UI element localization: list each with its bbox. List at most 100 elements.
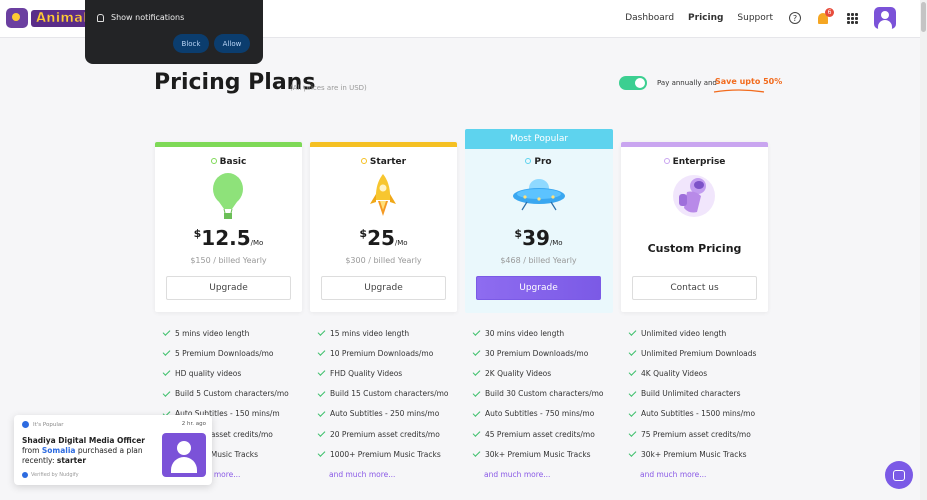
chat-icon bbox=[893, 469, 905, 481]
check-icon bbox=[628, 408, 637, 417]
list-item: Auto Subtitles - 250 mins/mo bbox=[310, 404, 457, 424]
page-title: Pricing Plans bbox=[154, 70, 316, 95]
notification-badge: 6 bbox=[825, 8, 834, 17]
list-item: 4K Quality Videos bbox=[621, 363, 768, 383]
nav-pricing[interactable]: Pricing bbox=[688, 13, 724, 23]
plan-color-bar bbox=[310, 142, 457, 147]
chat-button[interactable] bbox=[885, 461, 913, 489]
plan-color-bar bbox=[621, 142, 768, 147]
plan-price: $12.5/Mo bbox=[193, 226, 264, 250]
plan-dot-icon bbox=[663, 158, 670, 164]
upgrade-button-starter[interactable]: Upgrade bbox=[321, 276, 446, 300]
page-scrollbar[interactable] bbox=[920, 0, 927, 500]
save-underline-icon bbox=[713, 89, 765, 93]
check-icon bbox=[472, 388, 481, 397]
scroll-thumb[interactable] bbox=[921, 2, 926, 32]
plan-card-enterprise: Enterprise Custom Pricing Contact us bbox=[621, 142, 768, 312]
list-item: 30k+ Premium Music Tracks bbox=[621, 444, 768, 464]
bell-outline-icon bbox=[97, 13, 104, 22]
annual-billing-toggle[interactable] bbox=[619, 76, 647, 90]
list-item: 1000+ Premium Music Tracks bbox=[310, 444, 457, 464]
feature-list-pro: 30 mins video length 30 Premium Download… bbox=[465, 323, 612, 484]
proof-avatar bbox=[162, 433, 206, 477]
check-icon bbox=[628, 388, 637, 397]
check-icon bbox=[317, 388, 326, 397]
save-label: Save upto 50% bbox=[715, 77, 783, 86]
proof-message: Shadiya Digital Media Officer from Somal… bbox=[22, 436, 145, 465]
contact-us-button[interactable]: Contact us bbox=[632, 276, 757, 300]
check-icon bbox=[317, 429, 326, 437]
plan-name: Enterprise bbox=[672, 157, 726, 167]
verified-label: Verified by Nudgify bbox=[31, 472, 79, 478]
more-link[interactable]: and much more... bbox=[640, 469, 707, 479]
social-proof-popup[interactable]: It's Popular 2 hr. ago Shadiya Digital M… bbox=[14, 415, 212, 485]
check-icon bbox=[472, 408, 481, 417]
check-icon bbox=[317, 368, 326, 377]
plan-card-basic: Basic $12.5/Mo $150 / billed Yearly Upgr… bbox=[155, 142, 302, 312]
check-icon bbox=[628, 429, 637, 437]
list-item: 10 Premium Downloads/mo bbox=[310, 343, 457, 363]
ufo-icon bbox=[513, 179, 565, 211]
verified-icon bbox=[22, 472, 28, 478]
list-item: Auto Subtitles - 750 mins/mo bbox=[465, 404, 612, 424]
page-subtitle: (All prices are in USD) bbox=[290, 84, 367, 92]
list-item: Build Unlimited characters bbox=[621, 384, 768, 404]
list-item: 30k+ Premium Music Tracks bbox=[465, 444, 612, 464]
nav-support[interactable]: Support bbox=[737, 13, 773, 23]
list-item: FHD Quality Videos bbox=[310, 363, 457, 383]
list-item: 5 mins video length bbox=[155, 323, 302, 343]
feature-list-enterprise: Unlimited video length Unlimited Premium… bbox=[621, 323, 768, 484]
list-item: 30 mins video length bbox=[465, 323, 612, 343]
upgrade-button-pro[interactable]: Upgrade bbox=[476, 276, 601, 300]
list-item: 30 Premium Downloads/mo bbox=[465, 343, 612, 363]
check-icon bbox=[472, 429, 481, 437]
check-icon bbox=[162, 348, 171, 357]
plan-price: $25/Mo bbox=[359, 226, 408, 250]
plan-dot-icon bbox=[525, 158, 532, 164]
list-item: 2K Quality Videos bbox=[465, 363, 612, 383]
list-item: Unlimited Premium Downloads bbox=[621, 343, 768, 363]
user-avatar[interactable] bbox=[874, 7, 896, 29]
list-item: Auto Subtitles - 150 mins/m bbox=[155, 404, 302, 424]
more-link[interactable]: and much more... bbox=[329, 469, 396, 479]
upgrade-button-basic[interactable]: Upgrade bbox=[166, 276, 291, 300]
list-item: Auto Subtitles - 1500 mins/mo bbox=[621, 404, 768, 424]
help-icon[interactable]: ? bbox=[789, 12, 801, 24]
toggle-knob bbox=[635, 78, 645, 88]
check-icon bbox=[472, 449, 481, 458]
allow-button[interactable]: Allow bbox=[214, 34, 250, 53]
logo-mark-icon bbox=[6, 8, 28, 28]
check-icon bbox=[628, 348, 637, 357]
bell-icon bbox=[818, 13, 828, 24]
billed-yearly: $300 / billed Yearly bbox=[345, 256, 422, 265]
check-icon bbox=[628, 449, 637, 458]
block-button[interactable]: Block bbox=[173, 34, 209, 53]
list-item: Build 15 Custom characters/mo bbox=[310, 384, 457, 404]
check-icon bbox=[162, 368, 171, 377]
notifications-bell[interactable]: 6 bbox=[817, 8, 834, 25]
thumbs-up-icon bbox=[22, 421, 29, 428]
notification-prompt-label: Show notifications bbox=[111, 13, 185, 22]
rocket-icon bbox=[370, 174, 396, 216]
list-item: 45 Premium asset credits/mo bbox=[465, 424, 612, 444]
check-icon bbox=[472, 368, 481, 377]
list-item: HD quality videos bbox=[155, 363, 302, 383]
check-icon bbox=[317, 449, 326, 458]
plan-dot-icon bbox=[210, 158, 217, 164]
check-icon bbox=[472, 328, 481, 336]
billed-yearly: $468 / billed Yearly bbox=[500, 256, 577, 265]
plan-price: $39/Mo bbox=[514, 226, 563, 250]
apps-grid-icon[interactable] bbox=[847, 12, 858, 24]
list-item: Unlimited video length bbox=[621, 323, 768, 343]
nav-dashboard[interactable]: Dashboard bbox=[625, 13, 675, 23]
hot-air-balloon-icon bbox=[213, 173, 243, 219]
custom-pricing: Custom Pricing bbox=[647, 242, 742, 255]
check-icon bbox=[472, 348, 481, 357]
check-icon bbox=[317, 348, 326, 357]
list-item: 5 Premium Downloads/mo bbox=[155, 343, 302, 363]
feature-list-starter: 15 mins video length 10 Premium Download… bbox=[310, 323, 457, 484]
list-item: Premium asset credits/mo bbox=[155, 424, 302, 444]
proof-tag: It's Popular bbox=[33, 421, 64, 428]
main-nav: Dashboard Pricing Support ? 6 bbox=[611, 7, 896, 29]
more-link[interactable]: and much more... bbox=[484, 469, 551, 479]
